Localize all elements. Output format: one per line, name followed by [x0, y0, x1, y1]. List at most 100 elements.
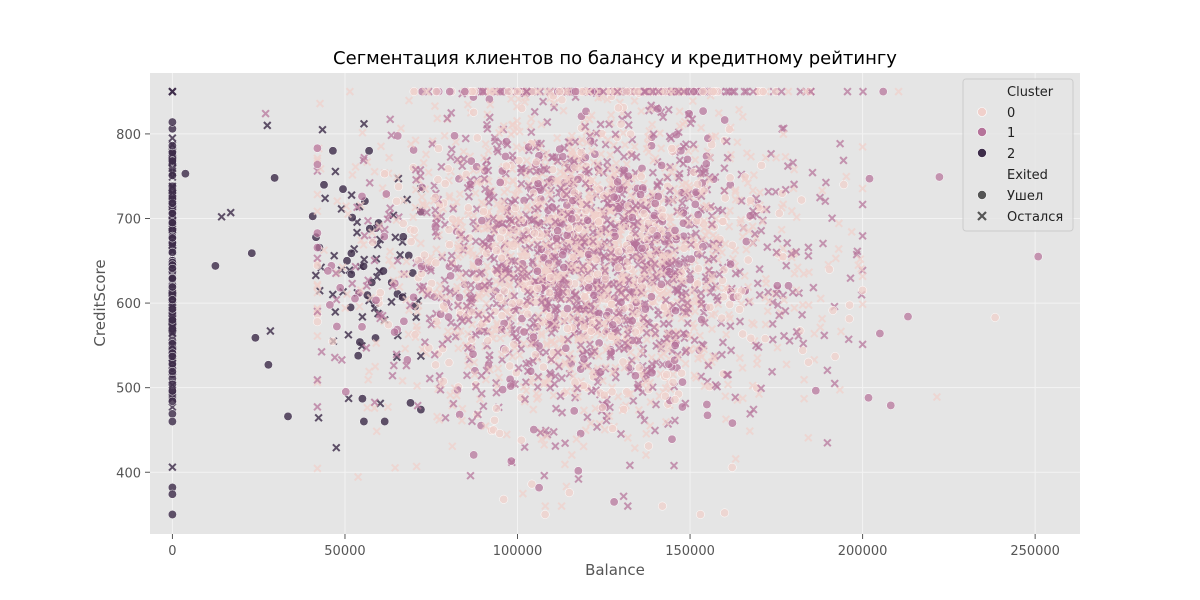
point-cluster-0-exited-stayed	[590, 252, 599, 262]
point-cluster-1-exited-stayed	[720, 186, 729, 195]
point-cluster-1-exited-stayed	[677, 295, 687, 304]
point-cluster-1-exited-stayed	[527, 128, 536, 137]
point-cluster-0-exited-stayed	[313, 154, 322, 163]
point-cluster-1-exited-stayed	[599, 87, 608, 96]
point-cluster-1-exited-stayed	[573, 384, 582, 393]
point-cluster-1-exited-stayed	[621, 293, 630, 302]
point-cluster-1-exited-stayed	[431, 206, 440, 215]
point-cluster-0-exited-stayed	[544, 179, 554, 189]
point-cluster-0-exited-stayed	[333, 268, 343, 278]
point-cluster-1-exited-stayed	[755, 264, 764, 274]
point-cluster-1-exited-stayed	[560, 439, 570, 448]
point-cluster-0-exited-stayed	[568, 151, 577, 160]
point-cluster-0-exited-stayed	[620, 140, 630, 149]
point-cluster-0-exited-left	[593, 269, 603, 279]
point-cluster-0-exited-stayed	[707, 310, 716, 320]
point-cluster-1-exited-left	[741, 237, 751, 246]
point-cluster-1-exited-stayed	[823, 438, 832, 447]
point-cluster-0-exited-left	[990, 313, 1000, 322]
point-cluster-0-exited-stayed	[475, 324, 484, 333]
point-cluster-0-exited-stayed	[542, 87, 552, 96]
point-cluster-1-exited-left	[670, 341, 680, 350]
point-cluster-1-exited-stayed	[625, 461, 635, 470]
point-cluster-1-exited-stayed	[489, 193, 498, 202]
point-cluster-1-exited-stayed	[480, 326, 489, 336]
point-cluster-0-exited-stayed	[676, 87, 686, 96]
point-cluster-1-exited-stayed	[528, 356, 538, 366]
point-cluster-0-exited-stayed	[422, 257, 431, 266]
point-cluster-2-exited-left	[359, 261, 368, 271]
point-cluster-0-exited-left	[445, 240, 455, 250]
point-cluster-1-exited-stayed	[710, 351, 720, 361]
point-cluster-1-exited-left	[650, 199, 660, 208]
point-cluster-0-exited-left	[510, 203, 520, 213]
point-cluster-1-exited-stayed	[492, 388, 501, 397]
point-cluster-2-exited-left	[250, 333, 260, 343]
legend-cluster-0-label: 0	[1007, 106, 1015, 121]
point-cluster-0-exited-left	[515, 297, 525, 307]
point-cluster-0-exited-stayed	[550, 319, 560, 328]
point-cluster-0-exited-stayed	[424, 168, 433, 177]
point-cluster-1-exited-stayed	[640, 265, 649, 275]
point-cluster-1-exited-stayed	[620, 214, 629, 223]
point-cluster-1-exited-stayed	[480, 174, 489, 184]
point-cluster-2-exited-stayed	[168, 150, 177, 159]
point-cluster-0-exited-left	[433, 175, 443, 185]
point-cluster-0-exited-left	[839, 180, 849, 190]
point-cluster-0-exited-stayed	[593, 301, 602, 311]
point-cluster-0-exited-left	[758, 87, 768, 97]
point-cluster-0-exited-stayed	[313, 304, 322, 313]
point-cluster-0-exited-stayed	[596, 330, 605, 339]
x-axis-label: Balance	[585, 561, 645, 579]
point-cluster-0-exited-stayed	[606, 150, 615, 160]
point-cluster-1-exited-stayed	[788, 288, 797, 297]
point-cluster-0-exited-stayed	[745, 426, 754, 436]
point-cluster-0-exited-stayed	[557, 207, 566, 216]
point-cluster-0-exited-stayed	[493, 364, 503, 373]
point-cluster-0-exited-stayed	[675, 122, 684, 131]
point-cluster-1-exited-stayed	[514, 215, 523, 225]
point-cluster-0-exited-stayed	[536, 274, 546, 283]
point-cluster-1-exited-stayed	[649, 278, 659, 287]
point-cluster-1-exited-stayed	[715, 270, 724, 279]
point-cluster-0-exited-stayed	[452, 197, 461, 207]
point-cluster-1-exited-stayed	[775, 311, 784, 320]
point-cluster-1-exited-left	[506, 381, 516, 391]
point-cluster-0-exited-stayed	[456, 234, 466, 243]
point-cluster-1-exited-stayed	[740, 87, 749, 96]
point-cluster-0-exited-left	[467, 87, 477, 97]
point-cluster-1-exited-stayed	[636, 254, 646, 263]
point-cluster-2-exited-stayed	[168, 341, 177, 350]
point-cluster-0-exited-stayed	[587, 111, 596, 120]
point-cluster-0-exited-stayed	[657, 144, 666, 153]
point-cluster-0-exited-stayed	[747, 318, 757, 328]
point-cluster-0-exited-stayed	[508, 352, 517, 361]
point-cluster-1-exited-stayed	[613, 87, 622, 96]
point-cluster-0-exited-stayed	[588, 175, 597, 185]
point-cluster-1-exited-stayed	[479, 402, 488, 411]
point-cluster-0-exited-left	[771, 87, 781, 97]
point-cluster-1-exited-stayed	[514, 280, 523, 289]
point-cluster-0-exited-left	[444, 358, 454, 368]
point-cluster-1-exited-stayed	[365, 178, 374, 187]
point-cluster-0-exited-left	[667, 144, 677, 153]
point-cluster-1-exited-stayed	[773, 234, 782, 243]
point-cluster-0-exited-stayed	[574, 240, 583, 249]
point-cluster-1-exited-stayed	[477, 389, 486, 398]
point-cluster-1-exited-stayed	[364, 276, 373, 285]
point-cluster-0-exited-stayed	[597, 207, 607, 217]
point-cluster-1-exited-stayed	[674, 128, 683, 137]
point-cluster-0-exited-stayed	[508, 226, 518, 235]
point-cluster-1-exited-stayed	[671, 256, 681, 265]
point-cluster-1-exited-stayed	[700, 318, 709, 327]
point-cluster-1-exited-left	[553, 226, 563, 236]
point-cluster-0-exited-stayed	[372, 427, 381, 436]
point-cluster-1-exited-stayed	[553, 291, 562, 300]
point-cluster-1-exited-stayed	[447, 145, 456, 154]
point-cluster-1-exited-stayed	[422, 208, 431, 217]
point-cluster-0-exited-stayed	[375, 221, 384, 231]
point-cluster-2-exited-stayed	[387, 297, 396, 307]
point-cluster-0-exited-stayed	[557, 501, 566, 511]
x-tick-label: 150000	[665, 544, 715, 559]
point-cluster-1-exited-stayed	[556, 391, 565, 401]
